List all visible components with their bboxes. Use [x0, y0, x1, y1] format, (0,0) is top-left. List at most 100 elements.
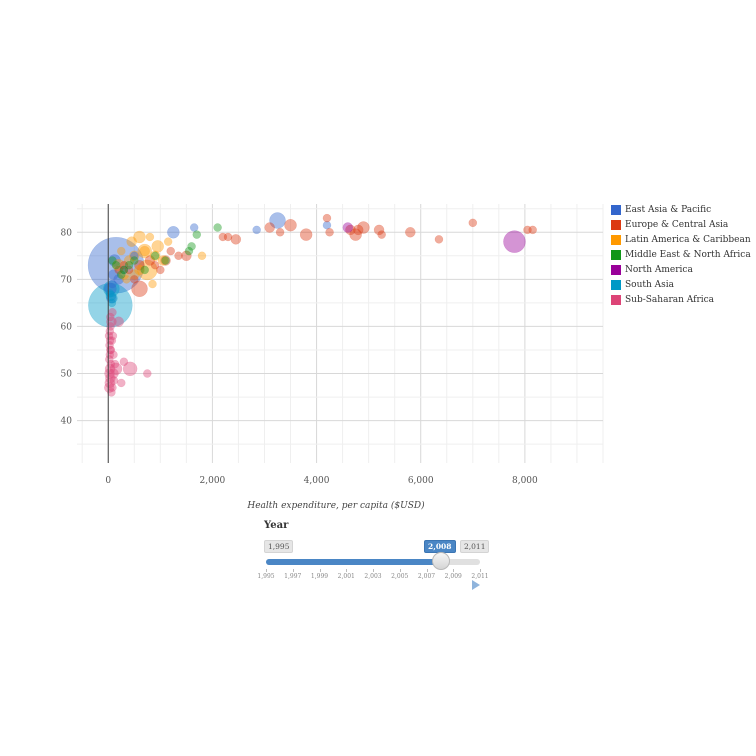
data-point[interactable] — [197, 251, 207, 261]
data-point[interactable] — [104, 377, 116, 389]
data-point[interactable] — [124, 260, 134, 270]
data-point[interactable] — [269, 212, 286, 229]
data-point[interactable] — [523, 225, 532, 235]
legend-item[interactable]: Sub-Saharan Africa — [611, 294, 751, 306]
legend-item[interactable]: North America — [611, 264, 751, 276]
data-point[interactable] — [130, 256, 139, 265]
data-point[interactable] — [118, 269, 130, 280]
data-point[interactable] — [134, 259, 145, 271]
data-point[interactable] — [352, 224, 364, 236]
data-point[interactable] — [108, 383, 117, 392]
data-point[interactable] — [151, 240, 164, 253]
data-point[interactable] — [109, 376, 119, 385]
data-point[interactable] — [105, 341, 114, 350]
data-point[interactable] — [157, 255, 169, 266]
slider-handle[interactable] — [431, 552, 450, 570]
data-point[interactable] — [137, 243, 152, 259]
data-point[interactable] — [117, 270, 126, 279]
data-point[interactable] — [528, 225, 537, 235]
data-point[interactable] — [105, 289, 115, 298]
data-point[interactable] — [109, 362, 123, 376]
data-point[interactable] — [108, 331, 118, 341]
legend-item[interactable]: East Asia & Pacific — [611, 204, 751, 216]
data-point[interactable] — [192, 230, 202, 239]
data-point[interactable] — [166, 246, 175, 256]
data-point[interactable] — [108, 256, 117, 265]
legend-item[interactable]: Latin America & Caribbean — [611, 234, 751, 246]
data-point[interactable] — [275, 228, 285, 237]
data-point[interactable] — [468, 218, 478, 228]
legend-item[interactable]: Middle East & North Africa — [611, 249, 751, 261]
data-point[interactable] — [106, 359, 116, 369]
data-point[interactable] — [106, 292, 117, 304]
data-point[interactable] — [119, 265, 129, 275]
year-slider[interactable]: Year 1,995 2,008 2,011 1,995 1,997 1,999 2,… — [257, 520, 492, 595]
data-point[interactable] — [322, 220, 332, 230]
data-point[interactable] — [112, 258, 125, 272]
data-point[interactable] — [119, 265, 129, 275]
data-point[interactable] — [434, 235, 444, 244]
data-point[interactable] — [160, 255, 171, 266]
data-point[interactable] — [161, 256, 170, 265]
data-point[interactable] — [230, 234, 242, 245]
data-point[interactable] — [150, 260, 160, 270]
data-point[interactable] — [140, 265, 149, 275]
data-point[interactable] — [213, 223, 222, 232]
data-point[interactable] — [113, 274, 124, 285]
data-point[interactable] — [117, 378, 126, 388]
data-point[interactable] — [184, 246, 194, 256]
data-point[interactable] — [373, 224, 385, 236]
data-point[interactable] — [104, 331, 114, 341]
data-point[interactable] — [105, 355, 114, 364]
data-point[interactable] — [148, 279, 157, 289]
data-point[interactable] — [156, 265, 165, 275]
data-point[interactable] — [106, 312, 115, 322]
data-point[interactable] — [163, 237, 173, 246]
data-point[interactable] — [349, 228, 362, 241]
data-point[interactable] — [223, 232, 233, 242]
data-point[interactable] — [405, 227, 416, 238]
data-point[interactable] — [503, 230, 526, 253]
data-point[interactable] — [284, 218, 297, 232]
data-point[interactable] — [150, 251, 160, 261]
data-point[interactable] — [129, 269, 140, 280]
play-icon[interactable] — [472, 580, 480, 590]
data-point[interactable] — [111, 260, 121, 270]
data-point[interactable] — [122, 361, 138, 377]
data-point[interactable] — [109, 350, 118, 359]
data-point[interactable] — [123, 255, 135, 266]
data-point[interactable] — [174, 251, 183, 261]
data-point[interactable] — [133, 230, 146, 244]
data-point[interactable] — [130, 251, 139, 261]
data-point[interactable] — [181, 250, 192, 262]
data-point[interactable] — [322, 213, 332, 223]
data-point[interactable] — [104, 282, 117, 296]
data-point[interactable] — [88, 282, 133, 328]
data-point[interactable] — [124, 265, 134, 275]
data-point[interactable] — [187, 242, 196, 251]
data-point[interactable] — [167, 226, 180, 239]
data-point[interactable] — [325, 228, 334, 237]
data-point[interactable] — [87, 236, 145, 294]
data-point[interactable] — [129, 250, 140, 262]
data-point[interactable] — [377, 230, 386, 239]
data-point[interactable] — [139, 245, 150, 257]
data-point[interactable] — [145, 232, 155, 242]
data-point[interactable] — [104, 382, 115, 393]
data-point[interactable] — [131, 280, 148, 298]
data-point[interactable] — [117, 246, 126, 256]
data-point[interactable] — [126, 236, 137, 247]
data-point[interactable] — [299, 228, 313, 241]
data-point[interactable] — [149, 250, 161, 262]
legend-item[interactable]: Europe & Central Asia — [611, 219, 751, 231]
data-point[interactable] — [106, 345, 116, 355]
data-point[interactable] — [104, 363, 116, 375]
data-point[interactable] — [345, 224, 356, 236]
data-point[interactable] — [342, 222, 354, 233]
data-point[interactable] — [119, 357, 129, 367]
data-point[interactable] — [103, 280, 120, 298]
data-point[interactable] — [130, 275, 139, 284]
data-point[interactable] — [143, 369, 152, 378]
data-point[interactable] — [107, 292, 118, 304]
data-point[interactable] — [107, 388, 116, 397]
